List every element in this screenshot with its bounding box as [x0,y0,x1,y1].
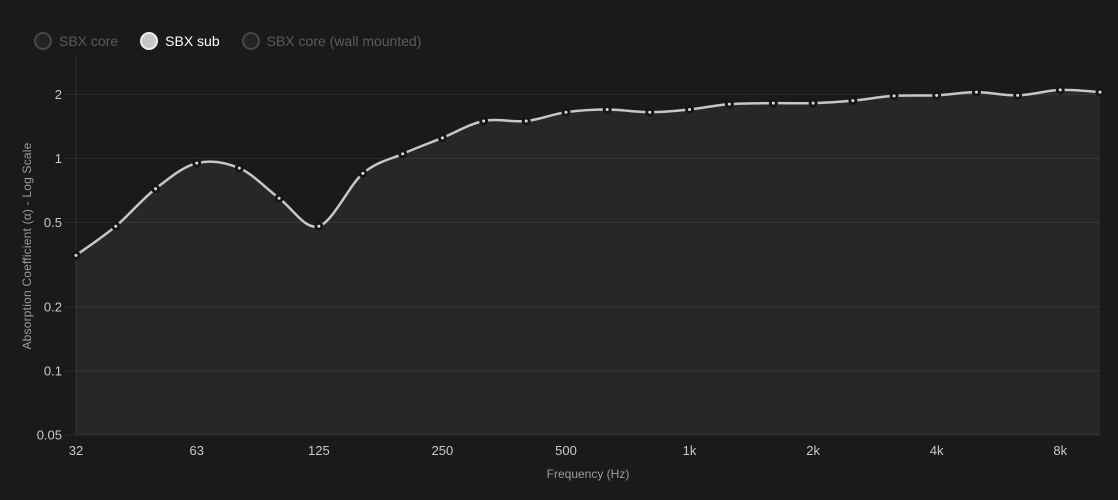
data-point-marker[interactable] [71,250,81,260]
data-point-marker[interactable] [151,184,161,194]
data-point-marker[interactable] [685,104,695,114]
x-tick-label: 250 [432,443,454,458]
y-tick-label: 0.1 [44,364,62,379]
data-point-marker[interactable] [645,107,655,117]
data-point-marker[interactable] [724,99,734,109]
x-tick-label: 4k [930,443,944,458]
data-point-marker[interactable] [768,98,778,108]
y-tick-label: 0.2 [44,300,62,315]
data-point-marker[interactable] [234,163,244,173]
x-tick-label: 63 [190,443,204,458]
x-tick-label: 2k [806,443,820,458]
data-point-marker[interactable] [808,98,818,108]
data-point-marker[interactable] [479,116,489,126]
y-tick-label: 0.5 [44,215,62,230]
legend-item-label: SBX core [59,33,119,49]
data-point-marker[interactable] [602,104,612,114]
x-tick-label: 1k [683,443,697,458]
data-point-marker[interactable] [314,221,324,231]
data-point-marker[interactable] [437,133,447,143]
data-point-marker[interactable] [1095,87,1105,97]
legend-item-sbx-core[interactable]: SBX core [34,32,118,50]
x-tick-label: 32 [69,443,83,458]
data-point-marker[interactable] [521,116,531,126]
legend-swatch-icon [34,32,52,50]
data-point-marker[interactable] [1013,90,1023,100]
series-area-fill [76,89,1100,435]
data-point-marker[interactable] [111,221,121,231]
chart-legend: SBX core SBX sub SBX core (wall mounted) [34,32,421,50]
y-tick-label: 0.05 [37,428,62,443]
legend-item-sbx-core-wall-mounted[interactable]: SBX core (wall mounted) [241,32,422,50]
data-point-marker[interactable] [398,149,408,159]
data-point-marker[interactable] [192,158,202,168]
data-point-marker[interactable] [848,96,858,106]
legend-swatch-icon [241,32,260,50]
y-tick-label: 1 [55,151,62,166]
data-point-marker[interactable] [889,91,899,101]
legend-swatch-icon [140,32,159,50]
data-point-marker[interactable] [274,193,284,203]
data-point-marker[interactable] [932,90,942,100]
legend-item-sbx-sub[interactable]: SBX sub [140,32,220,50]
data-point-marker[interactable] [561,107,571,117]
x-tick-label: 8k [1053,443,1067,458]
y-tick-label: 2 [55,87,62,102]
legend-item-label: SBX core (wall mounted) [266,33,422,49]
data-point-marker[interactable] [971,87,981,97]
data-point-marker[interactable] [358,168,368,178]
legend-item-label: SBX sub [165,33,220,49]
x-tick-label: 500 [555,443,577,458]
y-axis-title: Absorption Coefficient (α) - Log Scale [20,142,34,350]
data-point-marker[interactable] [1055,85,1065,95]
x-tick-label: 125 [308,443,330,458]
x-axis-title: Frequency (Hz) [546,467,630,481]
